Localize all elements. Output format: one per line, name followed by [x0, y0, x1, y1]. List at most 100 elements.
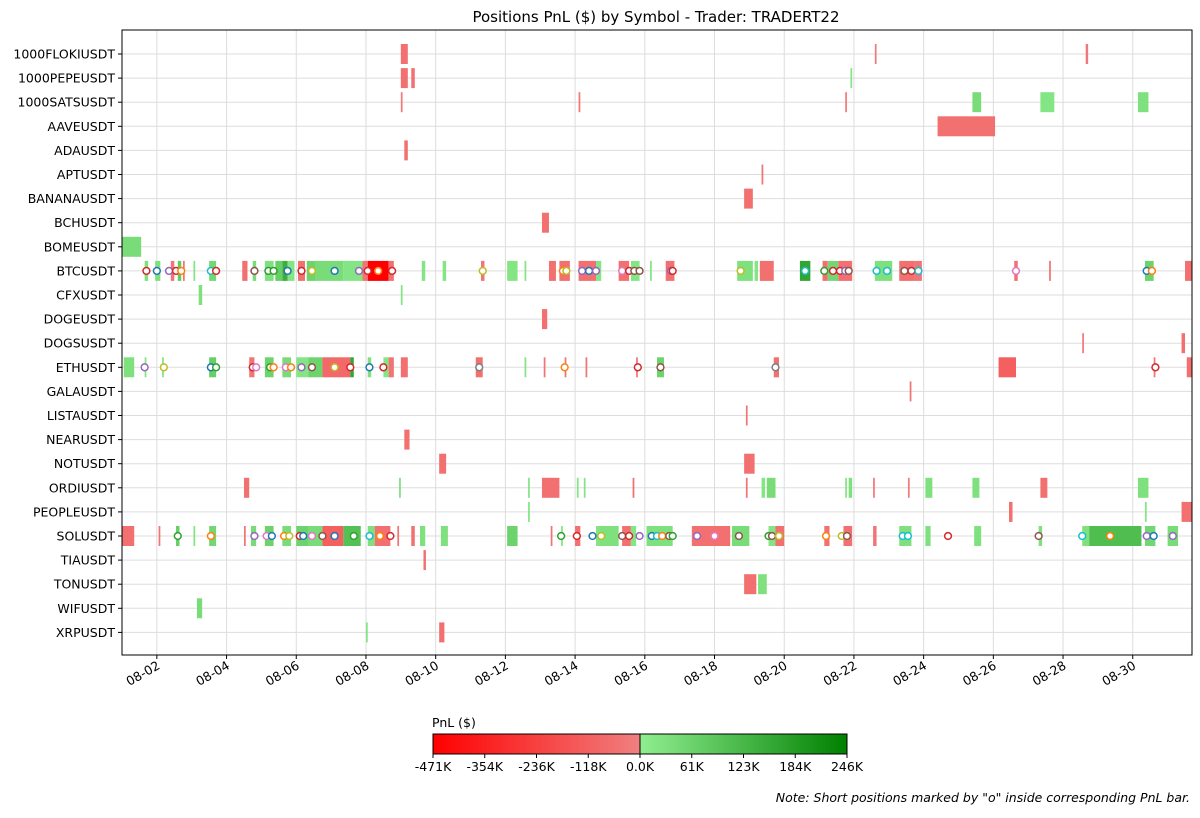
short-marker: [269, 363, 278, 372]
y-tick-label: GALAUSDT: [47, 384, 116, 399]
short-marker: [617, 266, 627, 276]
pnl-bar: [745, 405, 748, 426]
pnl-bar: [528, 477, 530, 498]
pnl-bar: [1181, 501, 1192, 522]
short-marker: [842, 531, 852, 541]
short-marker: [844, 266, 853, 276]
pnl-bar: [873, 526, 877, 546]
short-marker: [774, 531, 784, 541]
short-marker: [142, 266, 151, 276]
short-marker: [299, 531, 308, 541]
short-marker: [635, 266, 644, 276]
short-marker: [286, 363, 296, 372]
short-marker: [572, 531, 581, 541]
y-tick-label: CFXUSDT: [56, 288, 115, 303]
short-marker: [1151, 363, 1160, 372]
pnl-bar: [242, 260, 248, 281]
short-marker: [668, 266, 677, 276]
short-marker: [330, 363, 339, 372]
pnl-bar: [524, 260, 527, 281]
pnl-bar: [193, 526, 196, 546]
short-marker: [152, 266, 162, 276]
y-tick-label: TIAUSDT: [60, 553, 116, 568]
y-tick-label: WIFUSDT: [57, 601, 115, 616]
short-marker: [591, 266, 601, 276]
colorbar-tick-label: -471K: [415, 759, 452, 774]
pnl-bar: [543, 357, 546, 378]
short-marker: [658, 531, 667, 541]
footnote: Note: Short positions marked by "o" insi…: [776, 790, 1190, 805]
pnl-bar: [439, 622, 445, 643]
short-marker: [882, 266, 892, 276]
y-tick-label: SOLUSDT: [57, 529, 116, 544]
pnl-bar: [524, 357, 527, 378]
pnl-bar: [122, 236, 142, 257]
pnl-bar: [1009, 501, 1013, 522]
short-marker: [820, 266, 829, 276]
short-marker: [903, 531, 913, 541]
pnl-bar: [423, 550, 426, 571]
short-marker: [475, 363, 484, 372]
y-tick-label: APTUSDT: [57, 167, 115, 182]
pnl-bar: [365, 622, 368, 643]
pnl-bar: [193, 260, 196, 281]
chart-title: Positions PnL ($) by Symbol - Trader: TR…: [472, 8, 839, 26]
colorbar-tick-label: 184K: [779, 759, 812, 774]
pnl-bar: [419, 526, 426, 546]
y-tick-label: AAVEUSDT: [48, 119, 116, 134]
short-marker: [354, 266, 364, 276]
pnl-bar: [578, 92, 581, 113]
short-marker: [387, 266, 397, 276]
short-marker: [577, 266, 587, 276]
pnl-bar: [548, 260, 556, 281]
short-marker: [346, 363, 355, 372]
short-marker: [1168, 531, 1177, 541]
short-marker: [821, 531, 831, 541]
pnl-bar: [411, 68, 415, 89]
short-marker: [588, 531, 597, 541]
short-marker: [1034, 531, 1043, 541]
short-marker: [668, 531, 677, 541]
short-marker: [767, 531, 777, 541]
short-marker: [900, 266, 909, 276]
short-marker: [1078, 531, 1087, 541]
short-marker: [907, 266, 916, 276]
short-marker: [365, 363, 374, 372]
pnl-bar: [1144, 501, 1147, 522]
short-marker: [800, 266, 810, 276]
pnl-bar: [440, 526, 448, 546]
short-marker: [173, 531, 182, 541]
pnl-bar: [1040, 477, 1048, 498]
pnl-bar: [1181, 333, 1186, 354]
y-tick-label: LISTAUSDT: [47, 408, 116, 423]
short-marker: [297, 266, 306, 276]
short-marker: [330, 266, 339, 276]
y-tick-label: 1000FLOKIUSDT: [13, 47, 115, 62]
y-axis-ticks: 1000FLOKIUSDT 1000PEPEUSDT 1000SATSUSDT AAV…: [13, 47, 122, 640]
y-tick-label: ORDIUSDT: [49, 480, 116, 495]
pnl-bar: [400, 44, 408, 64]
pnl-bar: [925, 477, 933, 498]
pnl-bar: [1137, 477, 1149, 498]
short-marker: [318, 531, 327, 541]
pnl-bar: [123, 357, 135, 378]
pnl-bar: [411, 526, 415, 546]
y-tick-label: PEOPLEUSDT: [33, 504, 115, 519]
pnl-bar: [1082, 333, 1084, 354]
pnl-bar: [761, 477, 766, 498]
pnl-bar: [397, 526, 400, 546]
short-marker: [307, 266, 317, 276]
pnl-bar: [850, 68, 853, 89]
colorbar-tick-label: 246K: [831, 759, 864, 774]
pnl-bar: [848, 477, 853, 498]
y-tick-label: XRPUSDT: [56, 625, 115, 640]
short-marker: [365, 531, 374, 541]
short-marker: [562, 266, 571, 276]
pnl-bar: [744, 188, 753, 209]
colorbar-tick-label: 123K: [727, 759, 760, 774]
short-marker: [177, 266, 186, 276]
y-tick-label: DOGEUSDT: [44, 312, 116, 327]
pnl-bar: [400, 92, 403, 113]
pnl-bar: [1040, 92, 1055, 113]
